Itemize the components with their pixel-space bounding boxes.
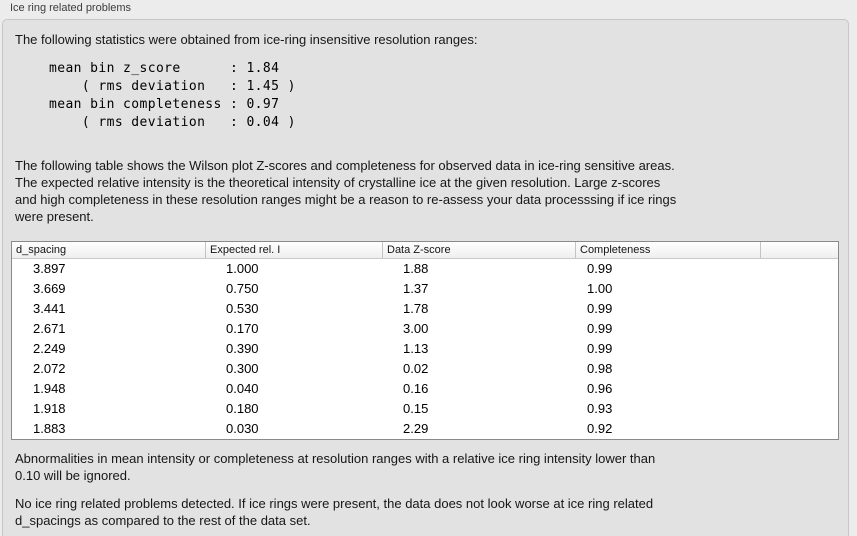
table-row[interactable]: 3.897 1.000 1.88 0.99 xyxy=(12,259,838,279)
table-cell: 0.530 xyxy=(226,301,259,316)
ice-ring-table: d_spacing Expected rel. I Data Z-score Comp… xyxy=(11,241,839,440)
ice-ring-groupbox: The following statistics were obtained f… xyxy=(2,19,849,536)
table-cell: 0.180 xyxy=(226,401,259,416)
table-cell: 1.78 xyxy=(403,301,429,316)
table-cell xyxy=(760,259,838,279)
stats-summary-block: mean bin z_score : 1.84 ( rms deviation … xyxy=(49,61,296,130)
column-header-d-spacing[interactable]: d_spacing xyxy=(16,244,67,256)
table-description-text: The following table shows the Wilson plo… xyxy=(15,158,677,224)
table-header-row: d_spacing Expected rel. I Data Z-score Comp… xyxy=(12,242,838,259)
table-cell: 1.883 xyxy=(33,421,66,436)
panel-title: Ice ring related problems xyxy=(10,2,132,14)
table-row[interactable]: 1.918 0.180 0.15 0.93 xyxy=(12,399,838,419)
table-row[interactable]: 3.441 0.530 1.78 0.99 xyxy=(12,299,838,319)
column-header-completeness[interactable]: Completeness xyxy=(575,242,760,258)
table-row[interactable]: 2.072 0.300 0.02 0.98 xyxy=(12,359,838,379)
column-header-data-z-score[interactable]: Data Z-score xyxy=(382,242,575,258)
table-cell: 0.92 xyxy=(587,421,613,436)
table-row[interactable]: 1.948 0.040 0.16 0.96 xyxy=(12,379,838,399)
table-cell: 0.99 xyxy=(587,261,613,276)
column-header-blank[interactable] xyxy=(760,242,838,258)
table-cell: 0.02 xyxy=(403,361,429,376)
table-cell: 2.671 xyxy=(33,321,66,336)
table-cell xyxy=(760,319,838,339)
table-cell: 0.170 xyxy=(226,321,259,336)
table-cell: 0.15 xyxy=(403,401,429,416)
table-cell: 0.040 xyxy=(226,381,259,396)
table-body: 3.897 1.000 1.88 0.99 3.669 0.750 1.37 1.00 3.44… xyxy=(12,259,838,439)
intro-text: The following statistics were obtained f… xyxy=(15,32,478,47)
table-cell: 1.000 xyxy=(226,261,259,276)
table-row[interactable]: 2.249 0.390 1.13 0.99 xyxy=(12,339,838,359)
table-cell: 1.918 xyxy=(33,401,66,416)
table-row[interactable]: 3.669 0.750 1.37 1.00 xyxy=(12,279,838,299)
table-cell: 0.16 xyxy=(403,381,429,396)
table-cell: 0.96 xyxy=(587,381,613,396)
table-cell: 0.750 xyxy=(226,281,259,296)
table-cell: 0.99 xyxy=(587,321,613,336)
table-cell xyxy=(760,299,838,319)
table-cell: 0.99 xyxy=(587,341,613,356)
table-cell xyxy=(760,339,838,359)
table-cell: 1.37 xyxy=(403,281,429,296)
table-cell: 0.98 xyxy=(587,361,613,376)
ignore-threshold-note: Abnormalities in mean intensity or compl… xyxy=(15,451,656,483)
table-row[interactable]: 2.671 0.170 3.00 0.99 xyxy=(12,319,838,339)
table-cell: 0.300 xyxy=(226,361,259,376)
table-cell: 2.29 xyxy=(403,421,429,436)
table-cell: 2.249 xyxy=(33,341,66,356)
conclusion-text: No ice ring related problems detected. I… xyxy=(15,496,654,528)
table-cell: 0.93 xyxy=(587,401,613,416)
table-cell: 3.441 xyxy=(33,301,66,316)
table-cell: 1.948 xyxy=(33,381,66,396)
table-cell xyxy=(760,279,838,299)
table-cell: 1.88 xyxy=(403,261,429,276)
table-cell: 2.072 xyxy=(33,361,66,376)
table-cell: 3.669 xyxy=(33,281,66,296)
table-cell: 1.00 xyxy=(587,281,613,296)
table-cell xyxy=(760,379,838,399)
table-cell: 0.030 xyxy=(226,421,259,436)
column-header-expected-rel-i[interactable]: Expected rel. I xyxy=(205,242,382,258)
table-cell: 0.99 xyxy=(587,301,613,316)
table-cell xyxy=(760,399,838,419)
table-cell: 3.00 xyxy=(403,321,429,336)
table-cell: 3.897 xyxy=(33,261,66,276)
table-cell xyxy=(760,419,838,439)
table-row[interactable]: 1.883 0.030 2.29 0.92 xyxy=(12,419,838,439)
table-cell: 1.13 xyxy=(403,341,429,356)
table-cell xyxy=(760,359,838,379)
table-cell: 0.390 xyxy=(226,341,259,356)
